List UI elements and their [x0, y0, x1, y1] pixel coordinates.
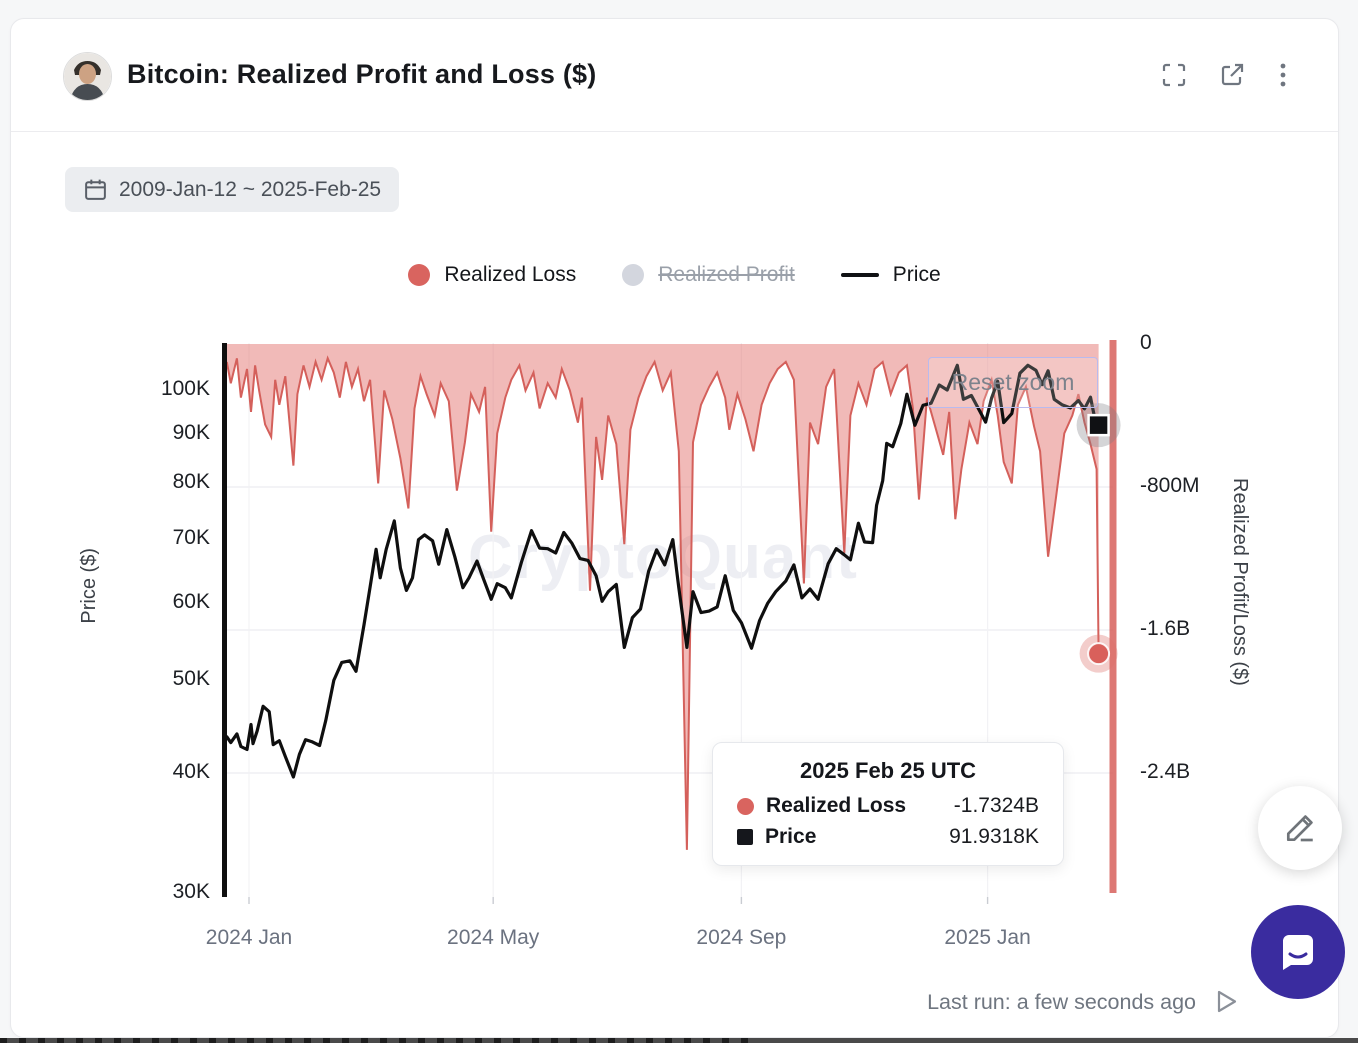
tooltip-marker-price: [737, 829, 753, 845]
legend-item-realized-loss[interactable]: Realized Loss: [408, 263, 576, 287]
price-line: [225, 363, 1101, 779]
realized-loss-area: [226, 344, 1099, 850]
legend-label: Realized Profit: [658, 263, 795, 286]
legend-label: Realized Loss: [444, 263, 577, 286]
reset-zoom-button[interactable]: Reset zoom: [928, 357, 1098, 408]
legend-marker-realized-loss: [408, 264, 431, 286]
axis-tick-label: 100K: [160, 377, 210, 400]
card-header: Bitcoin: Realized Profit and Loss ($): [11, 19, 1338, 132]
last-run-status: Last run: a few seconds ago: [927, 988, 1240, 1016]
kebab-menu-icon[interactable]: [1276, 61, 1290, 89]
axis-tick-label: -2.4B: [1140, 760, 1191, 783]
tooltip-date: 2025 Feb 25 UTC: [799, 758, 977, 783]
legend-item-price[interactable]: Price: [840, 263, 941, 287]
axis-tick-label: 2025 Jan: [944, 926, 1031, 949]
tooltip-value: -1.7324B: [953, 794, 1039, 817]
tooltip-row-realized-loss: Realized Loss -1.7324B: [737, 794, 1039, 818]
price-marker: [1087, 413, 1110, 437]
tooltip-label: Realized Loss: [766, 794, 907, 817]
legend-item-realized-profit[interactable]: Realized Profit: [622, 263, 795, 287]
tooltip-marker-loss: [737, 797, 754, 815]
plot-right-edge-highlight: [1109, 340, 1117, 893]
avatar[interactable]: [63, 52, 112, 101]
chat-widget-button[interactable]: [1251, 905, 1345, 999]
realized-loss-outline: [225, 355, 1100, 850]
axis-tick-label: 30K: [172, 880, 210, 903]
legend-marker-realized-profit: [622, 264, 645, 286]
legend-marker-price: [840, 273, 879, 277]
chart-card: Bitcoin: Realized Profit and Loss ($): [10, 18, 1339, 1038]
left-axis-line: [222, 343, 227, 897]
loss-marker: [1087, 642, 1111, 666]
fullscreen-icon[interactable]: [1160, 61, 1188, 89]
right-axis-title: Realized Profit/Loss ($): [1229, 478, 1251, 686]
axis-tick-label: 70K: [172, 526, 210, 550]
chat-bubble-icon: [1283, 935, 1313, 970]
pencil-icon: [1286, 815, 1313, 842]
axis-tick-label: 90K: [172, 421, 210, 445]
page-title: Bitcoin: Realized Profit and Loss ($): [127, 59, 597, 89]
run-play-icon[interactable]: [1212, 988, 1240, 1016]
date-range-chip[interactable]: 2009-Jan-12 ~ 2025-Feb-25: [65, 167, 400, 212]
calendar-icon: [83, 177, 108, 202]
axis-tick-label: 40K: [172, 759, 210, 783]
axis-tick-label: 2024 Sep: [696, 926, 787, 949]
left-axis-title: Price ($): [78, 548, 100, 624]
axis-tick-label: -800M: [1140, 474, 1200, 497]
bottom-edge-strip-marks: [0, 1038, 761, 1043]
tooltip-label: Price: [765, 825, 817, 848]
legend: Realized Loss Realized Profit Price: [11, 263, 1338, 287]
axis-tick-label: 0: [1140, 331, 1152, 354]
axis-tick-label: 60K: [172, 590, 210, 614]
tooltip-value: 91.9318K: [949, 825, 1039, 848]
tooltip-row-price: Price 91.9318K: [737, 825, 1039, 849]
axis-tick-label: -1.6B: [1140, 617, 1191, 640]
axis-tick-label: 50K: [172, 666, 210, 690]
open-external-icon[interactable]: [1218, 61, 1246, 89]
axis-tick-label: 80K: [172, 470, 210, 494]
edit-note-button[interactable]: [1258, 786, 1342, 870]
date-range-label: 2009-Jan-12 ~ 2025-Feb-25: [119, 177, 382, 201]
axis-tick-label: 2024 Jan: [205, 926, 293, 949]
legend-label: Price: [892, 263, 941, 286]
axis-tick-label: 2024 May: [447, 926, 540, 949]
chart-tooltip: 2025 Feb 25 UTC Realized Loss -1.7324B P…: [712, 742, 1064, 866]
last-run-text: Last run: a few seconds ago: [927, 989, 1196, 1014]
header-actions: [1160, 61, 1290, 89]
